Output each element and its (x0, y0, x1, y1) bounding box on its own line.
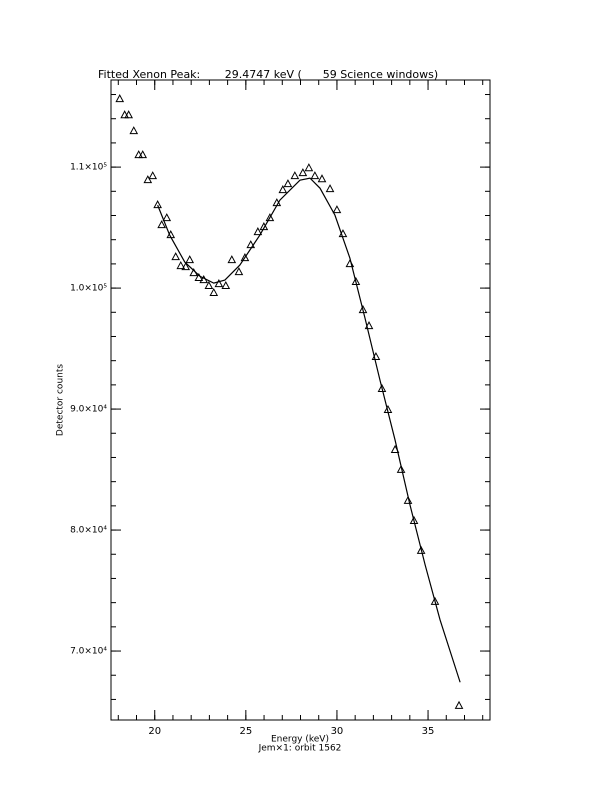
data-point (409, 515, 419, 524)
data-point (317, 174, 327, 183)
y-tick-label: 1.1×10⁵ (70, 163, 107, 173)
data-point (129, 126, 139, 135)
data-point (157, 220, 166, 229)
data-point (171, 252, 181, 261)
data-point (430, 596, 440, 605)
data-point (454, 700, 464, 709)
data-point (246, 240, 256, 249)
data-point (148, 171, 158, 180)
data-point (298, 168, 308, 177)
data-point (304, 163, 314, 172)
data-point (332, 205, 342, 214)
data-point (153, 200, 162, 209)
chart-title: Fitted Xenon Peak: 29.4747 keV ( 59 Scie… (98, 68, 438, 81)
data-point (194, 272, 204, 282)
x-axis-label: Energy (keV) (271, 735, 329, 745)
data-point (253, 227, 263, 236)
data-point (204, 280, 214, 290)
data-point (234, 267, 244, 276)
x-tick-label: 20 (148, 726, 161, 737)
data-point (185, 255, 195, 264)
data-point (259, 222, 269, 231)
subtitle: Jem×1: orbit 1562 (258, 744, 342, 754)
x-tick-label: 35 (422, 726, 435, 737)
fit-line (157, 177, 461, 683)
data-point (403, 495, 413, 504)
y-tick-label: 9.0×10⁴ (70, 405, 107, 415)
data-point (283, 179, 293, 188)
data-point (214, 279, 224, 288)
data-point (162, 213, 172, 222)
data-point (278, 185, 288, 194)
data-point (176, 261, 186, 270)
y-tick-label: 8.0×10⁴ (70, 526, 107, 536)
data-point (221, 280, 231, 290)
data-point (124, 110, 134, 119)
y-tick-label: 1.0×10⁵ (70, 284, 107, 294)
data-point (209, 287, 219, 297)
y-axis-label: Detector counts (56, 364, 66, 436)
data-point (377, 383, 387, 392)
x-tick-label: 30 (331, 726, 344, 737)
data-point (290, 171, 300, 180)
data-point (115, 94, 125, 103)
data-point (325, 184, 335, 193)
data-point (310, 171, 320, 180)
data-point (358, 305, 368, 314)
data-point (143, 175, 153, 184)
data-point (138, 150, 148, 159)
data-point (351, 276, 361, 286)
x-tick-label: 25 (239, 726, 252, 737)
data-point (265, 213, 275, 222)
data-point (396, 464, 406, 473)
y-tick-label: 7.0×10⁴ (70, 647, 107, 657)
data-point (240, 253, 250, 262)
data-point (416, 545, 426, 554)
data-point (181, 262, 191, 271)
data-point (227, 255, 237, 264)
